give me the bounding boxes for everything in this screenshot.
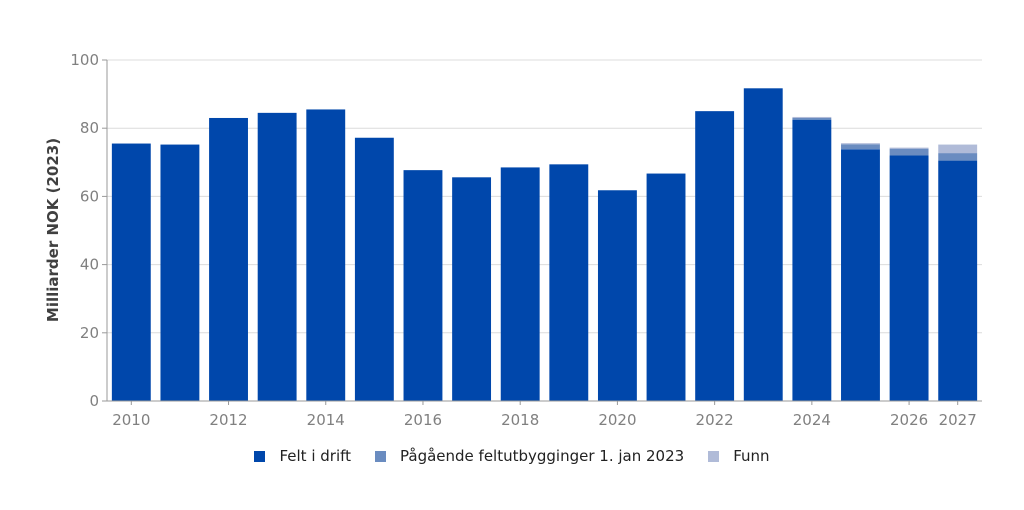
y-tick-label: 80: [80, 119, 99, 137]
bar-2024-series-2: [792, 117, 832, 120]
bar-2024-series-1: [792, 119, 832, 402]
legend-swatch: [375, 450, 387, 462]
bar-2025-series-2: [841, 144, 880, 150]
bar-2019-series-1: [549, 164, 589, 401]
bar-chart: 0 20 40 60 80 100 2010 2012 2014 2016 2018 2020 2022…: [44, 51, 982, 429]
bar-2010-series-1: [111, 143, 151, 402]
bar-2013-series-1: [257, 112, 297, 401]
bar-2027-series-2: [938, 153, 978, 161]
legend-item: Felt i drift: [254, 447, 351, 465]
bar-2027-series-3: [938, 144, 978, 154]
x-tick-label: 2014: [307, 411, 345, 429]
bar-2022-series-1: [695, 111, 735, 402]
bars: [111, 88, 978, 402]
legend-label: Felt i drift: [279, 447, 352, 465]
legend-label: Funn: [733, 447, 770, 465]
y-tick-label: 0: [89, 392, 99, 410]
bar-2016-series-1: [403, 170, 443, 401]
bar-2025-series-1: [841, 149, 880, 401]
x-tick-label: 2016: [404, 411, 442, 429]
bar-2025-series-3: [841, 143, 880, 145]
bar-2011-series-1: [160, 144, 200, 401]
legend-swatch: [254, 450, 266, 462]
bar-2026-series-2: [889, 148, 929, 156]
y-axis-title: Milliarder NOK (2023): [44, 138, 62, 322]
bar-2027-series-1: [938, 160, 978, 401]
y-tick-label: 100: [70, 51, 99, 69]
x-tick-label: 2027: [939, 411, 977, 429]
x-tick-label: 2020: [598, 411, 636, 429]
x-tick-label: 2024: [793, 411, 831, 429]
bar-2023-series-1: [743, 88, 783, 401]
x-tick-label: 2026: [890, 411, 928, 429]
gridlines: [107, 59, 982, 334]
bar-2020-series-1: [597, 190, 637, 401]
x-tick-label: 2022: [696, 411, 734, 429]
bar-2014-series-1: [306, 109, 346, 401]
x-tick-label: 2018: [501, 411, 539, 429]
legend-label: Pågående feltutbygginger 1. jan 2023: [400, 447, 685, 465]
y-tick-label: 40: [80, 256, 99, 274]
y-tick-label: 20: [80, 324, 99, 342]
axes: 0 20 40 60 80 100 2010 2012 2014 2016 2018 2020 2022…: [70, 51, 982, 429]
legend-item: Funn: [708, 447, 770, 465]
bar-2021-series-1: [646, 173, 686, 401]
y-tick-label: 60: [80, 187, 99, 205]
x-tick-label: 2010: [112, 411, 150, 429]
bar-2026-series-1: [889, 155, 929, 401]
bar-2017-series-1: [452, 177, 492, 401]
legend-item: Pågående feltutbygginger 1. jan 2023: [375, 447, 684, 465]
x-tick-label: 2012: [209, 411, 247, 429]
bar-2018-series-1: [500, 167, 540, 401]
legend: Felt i drift Pågående feltutbygginger 1. …: [0, 447, 1024, 465]
bar-2026-series-3: [889, 147, 929, 149]
legend-swatch: [708, 450, 720, 462]
bar-2024-series-3: [792, 116, 832, 118]
bar-2015-series-1: [354, 137, 394, 402]
bar-2012-series-1: [209, 117, 248, 401]
